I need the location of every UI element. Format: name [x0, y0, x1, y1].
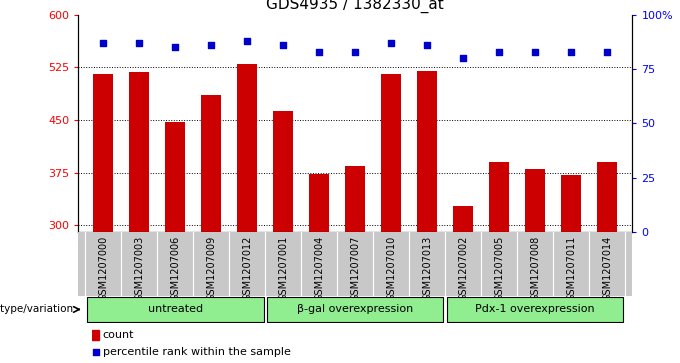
FancyBboxPatch shape — [267, 297, 443, 322]
Bar — [92, 330, 99, 340]
Bar — [454, 205, 473, 232]
Point — [242, 38, 253, 44]
Point — [494, 49, 505, 54]
Point — [386, 40, 396, 46]
Text: GSM1207000: GSM1207000 — [99, 236, 108, 301]
Text: GSM1207003: GSM1207003 — [135, 236, 144, 301]
Bar — [93, 74, 114, 232]
Point — [170, 44, 181, 50]
Bar — [561, 175, 581, 232]
FancyBboxPatch shape — [447, 297, 624, 322]
Bar — [201, 95, 221, 232]
Text: GSM1207010: GSM1207010 — [386, 236, 396, 301]
Point — [422, 42, 432, 48]
Point — [602, 49, 613, 54]
Text: GSM1207002: GSM1207002 — [458, 236, 469, 301]
Title: GDS4935 / 1382330_at: GDS4935 / 1382330_at — [267, 0, 444, 13]
Text: GSM1207004: GSM1207004 — [314, 236, 324, 301]
Point — [206, 42, 217, 48]
Bar — [309, 174, 329, 232]
Bar — [526, 169, 545, 232]
Text: count: count — [103, 330, 134, 340]
Bar — [490, 162, 509, 232]
Bar — [418, 71, 437, 232]
Text: GSM1207011: GSM1207011 — [566, 236, 576, 301]
FancyBboxPatch shape — [87, 297, 264, 322]
Bar — [129, 72, 150, 232]
Point — [530, 49, 541, 54]
Text: GSM1207006: GSM1207006 — [171, 236, 180, 301]
Bar — [381, 74, 401, 232]
Text: GSM1207014: GSM1207014 — [602, 236, 612, 301]
Text: β-gal overexpression: β-gal overexpression — [297, 305, 413, 314]
Point — [134, 40, 145, 46]
Bar — [237, 64, 257, 232]
Point — [90, 349, 101, 355]
Text: GSM1207007: GSM1207007 — [350, 236, 360, 301]
Text: GSM1207005: GSM1207005 — [494, 236, 505, 301]
Point — [350, 49, 360, 54]
Bar — [345, 166, 365, 232]
Bar — [165, 122, 185, 232]
Point — [314, 49, 325, 54]
Text: GSM1207012: GSM1207012 — [242, 236, 252, 301]
Text: GSM1207001: GSM1207001 — [278, 236, 288, 301]
Bar — [273, 111, 293, 232]
Bar — [597, 162, 617, 232]
Point — [566, 49, 577, 54]
Point — [278, 42, 289, 48]
Text: percentile rank within the sample: percentile rank within the sample — [103, 347, 290, 357]
Point — [98, 40, 109, 46]
Point — [458, 55, 469, 61]
Text: genotype/variation: genotype/variation — [0, 305, 73, 314]
Text: GSM1207009: GSM1207009 — [206, 236, 216, 301]
Text: GSM1207008: GSM1207008 — [530, 236, 540, 301]
Text: GSM1207013: GSM1207013 — [422, 236, 432, 301]
Text: untreated: untreated — [148, 305, 203, 314]
Text: Pdx-1 overexpression: Pdx-1 overexpression — [475, 305, 595, 314]
